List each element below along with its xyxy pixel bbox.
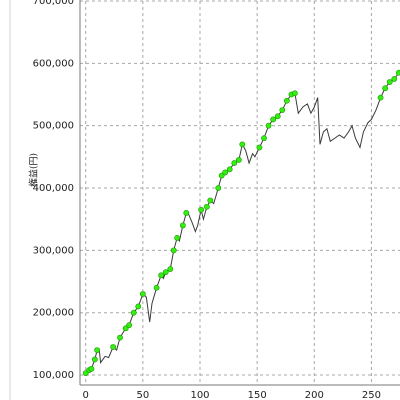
high-marker [386,79,393,85]
high-marker [291,90,298,97]
high-marker [170,247,177,254]
y-tick-label: 600,000 [33,58,74,69]
y-tick-label: 400,000 [33,183,74,194]
x-tick-label: 250 [362,390,381,400]
high-marker [158,272,165,279]
y-tick-label: 300,000 [33,245,74,256]
high-marker [270,116,277,123]
high-marker [235,157,242,163]
y-tick-label: 100,000 [33,370,74,381]
high-marker [135,303,142,310]
high-marker [261,135,267,142]
high-marker [395,69,400,76]
high-marker [203,203,210,210]
high-marker [222,169,229,176]
y-tick-label: 500,000 [33,121,74,132]
y-tick-label: 700,000 [33,0,74,7]
high-marker [215,185,222,191]
y-tick-label: 200,000 [33,308,74,319]
high-marker [279,107,286,113]
high-marker [256,144,263,151]
high-marker [162,269,169,276]
high-marker [167,266,174,272]
high-marker [91,356,98,363]
high-marker [274,113,281,120]
high-marker [183,210,190,216]
high-marker [88,365,95,372]
high-marker [391,76,398,82]
high-marker [174,234,181,241]
high-marker [110,344,117,350]
high-marker [382,85,389,92]
x-tick-label: 50 [136,390,149,400]
high-marker [283,97,290,104]
high-marker [239,141,246,148]
high-marker [226,166,233,173]
high-marker [179,222,186,229]
x-tick-label: 200 [305,390,324,400]
high-marker [377,94,384,101]
high-marker [231,160,238,166]
x-tick-label: 150 [248,390,267,400]
high-marker [139,291,146,297]
high-marker [94,347,101,353]
high-marker [198,206,205,213]
high-marker [265,122,272,129]
high-marker [126,322,133,329]
x-tick-label: 0 [83,390,89,400]
high-marker [117,334,123,341]
high-marker [130,309,137,316]
y-axis-label: 権益(円) [28,153,40,187]
high-marker [153,284,160,291]
x-tick-label: 100 [190,390,209,400]
high-marker [207,197,214,204]
